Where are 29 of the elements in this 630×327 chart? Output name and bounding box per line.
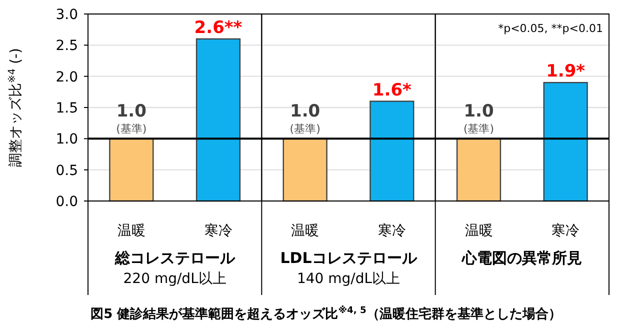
x-tick-label: 温暖 [464,223,493,239]
y-tick-label: 3.0 [56,7,78,23]
x-axis-title: LDLコレステロール [280,249,418,267]
y-tick-label: 2.0 [56,69,78,86]
x-tick-label: 寒冷 [552,223,580,239]
y-tick-label: 0.5 [56,162,78,179]
x-axis-title: 総コレステロール [114,249,236,267]
y-tick-label: 1.0 [56,132,78,148]
y-tick-label: 2.5 [56,38,78,54]
text: 図5 健診結果が基準範囲を超えるオッズ比$^{※4, 5}$（温暖住宅群を基準とした場合） [90,305,562,322]
y-tick-label: 1.5 [56,100,78,116]
annotation: (基準) [290,122,320,136]
annotation: (基準) [463,122,494,136]
value-label: 1.0 [464,102,494,122]
value-label: 1.9* [546,62,586,82]
value-label: 1.0 [116,102,146,122]
y-tick-label: 0.0 [56,194,78,210]
text: 140 mg/dL以上 [296,271,400,287]
x-tick-label: 寒冷 [204,223,232,239]
annotation: (基準) [116,122,147,136]
x-tick-label: 温暖 [117,223,146,239]
x-tick-label: 寒冷 [378,223,406,239]
value-label: 1.6* [372,80,412,100]
text: 220 mg/dL以上 [123,271,226,287]
x-tick-label: 温暖 [291,223,320,239]
value-label: 2.6** [194,18,242,38]
x-axis-title: 心電図の異常所見 [461,249,582,267]
value-label: 1.0 [290,102,320,122]
annotation: *p<0.05, **p<0.01 [498,22,603,35]
